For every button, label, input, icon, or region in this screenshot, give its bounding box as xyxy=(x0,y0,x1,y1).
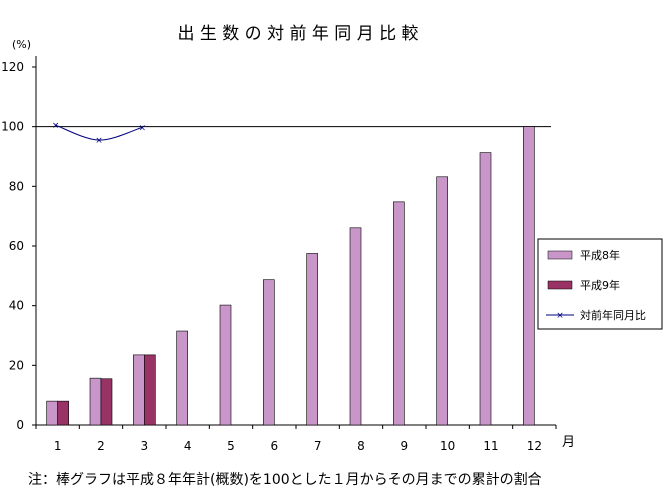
bar-h9-1 xyxy=(57,400,69,426)
legend-label-ratio: 対前年同月比 xyxy=(580,308,646,322)
x-tick-label: 6 xyxy=(271,439,279,453)
bar-h9-2 xyxy=(100,378,113,426)
legend-label-h8: 平成8年 xyxy=(580,248,620,262)
ratio-point-marker: × xyxy=(52,121,60,131)
ratio-point-marker: × xyxy=(95,136,103,146)
y-axis-label: (%) xyxy=(12,38,31,51)
x-tick-label: 12 xyxy=(527,439,542,453)
bar-h8-4 xyxy=(176,330,188,426)
x-tick-label: 10 xyxy=(440,439,455,453)
legend-label-h9: 平成9年 xyxy=(580,278,620,292)
bar-h8-8 xyxy=(349,227,362,426)
chart-title: 出 生 数 の 対 前 年 同 月 比 較 xyxy=(177,24,418,44)
x-tick-label: 3 xyxy=(141,439,149,453)
y-tick-label: 0 xyxy=(16,418,24,432)
y-tick-label: 60 xyxy=(9,239,24,253)
legend-swatch-h9 xyxy=(547,280,573,290)
legend-swatch-h8 xyxy=(547,250,573,260)
bar-h9-3 xyxy=(144,354,156,426)
bar-h8-12 xyxy=(523,126,535,426)
bar-h8-2 xyxy=(89,377,102,426)
x-tick-label: 11 xyxy=(483,439,498,453)
x-tick-label: 5 xyxy=(227,439,235,453)
legend: 平成8年 平成9年 × 対前年同月比 xyxy=(537,238,663,330)
x-tick-label: 7 xyxy=(314,439,322,453)
bar-h8-10 xyxy=(436,176,448,426)
bar-h8-6 xyxy=(263,279,275,426)
bar-group xyxy=(46,126,535,426)
x-axis-ticks: 1 2 3 4 5 6 7 8 9 10 11 12 xyxy=(35,425,557,453)
x-tick-label: 1 xyxy=(54,439,62,453)
x-tick-label: 4 xyxy=(184,439,192,453)
y-axis-ticks: 0 20 40 60 80 100 120 xyxy=(1,60,36,432)
bar-h8-5 xyxy=(219,304,232,426)
footnote: 注：棒グラフは平成８年年計(概数)を100とした１月からその月までの累計の割合 xyxy=(28,471,542,488)
y-tick-label: 40 xyxy=(9,299,24,313)
y-tick-label: 80 xyxy=(9,179,24,193)
x-tick-label: 9 xyxy=(401,439,409,453)
x-tick-label: 2 xyxy=(97,439,105,453)
y-tick-label: 20 xyxy=(9,358,24,372)
y-tick-label: 100 xyxy=(1,120,24,134)
bar-h8-9 xyxy=(393,201,405,426)
legend-swatch-ratio-marker: × xyxy=(556,311,564,321)
bar-h8-7 xyxy=(306,253,318,426)
bar-h8-1 xyxy=(46,400,58,426)
x-axis-label: 月 xyxy=(562,435,575,450)
bar-h8-3 xyxy=(133,354,145,426)
ratio-line xyxy=(55,124,143,141)
ratio-line-layer: × × × xyxy=(52,121,146,146)
bar-h8-11 xyxy=(479,152,492,426)
x-tick-label: 8 xyxy=(357,439,365,453)
y-tick-label: 120 xyxy=(1,60,24,74)
ratio-point-marker: × xyxy=(139,123,147,133)
